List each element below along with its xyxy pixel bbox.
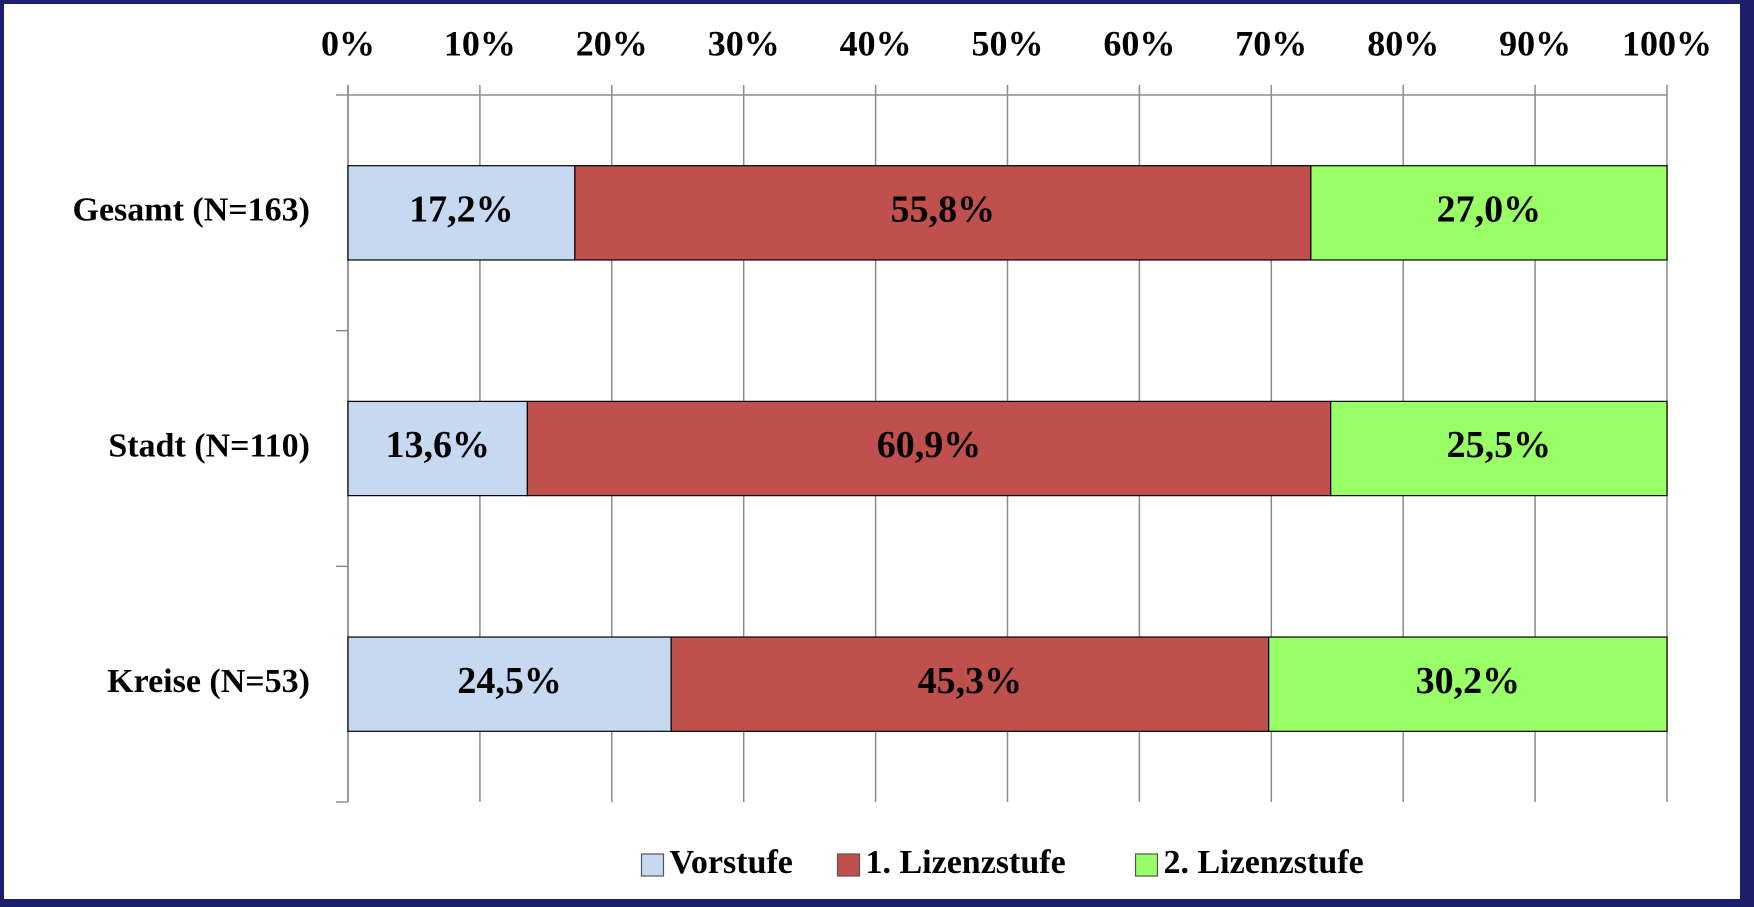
x-tick-label: 40% — [840, 23, 912, 63]
legend-swatch — [1134, 853, 1159, 877]
bar-segment — [574, 165, 1312, 261]
bar-segment — [526, 400, 1332, 497]
legend-swatch — [836, 853, 861, 877]
x-tick-label: 20% — [576, 23, 648, 63]
bar-segment — [347, 165, 576, 261]
data-label: 45,3% — [918, 660, 1023, 702]
y-tick-label: Gesamt (N=163) — [73, 192, 311, 229]
y-tick-label: Stadt (N=110) — [108, 427, 310, 464]
data-label: 17,2% — [409, 189, 514, 231]
data-label: 30,2% — [1416, 660, 1521, 702]
x-tick-label: 100% — [1622, 23, 1712, 63]
legend-label: Vorstufe — [670, 844, 793, 881]
x-tick-label: 60% — [1103, 23, 1175, 63]
data-label: 60,9% — [877, 424, 982, 466]
bar-segment — [1330, 400, 1668, 497]
y-tick-label: Kreise (N=53) — [107, 663, 310, 700]
x-tick-label: 50% — [972, 23, 1044, 63]
x-tick-label: 30% — [708, 23, 780, 63]
legend-label: 1. Lizenzstufe — [866, 844, 1066, 881]
x-tick-label: 90% — [1499, 23, 1571, 63]
x-tick-label: 0% — [321, 23, 375, 63]
bar-segment — [1310, 165, 1668, 261]
data-label: 13,6% — [385, 424, 490, 466]
x-tick-label: 70% — [1235, 23, 1307, 63]
data-label: 55,8% — [891, 189, 996, 231]
data-label: 27,0% — [1437, 189, 1542, 231]
bar-segment — [347, 636, 672, 732]
data-label: 24,5% — [457, 660, 562, 702]
data-label: 25,5% — [1447, 424, 1552, 466]
legend-label: 2. Lizenzstufe — [1164, 844, 1364, 881]
x-tick-label: 80% — [1367, 23, 1439, 63]
legend-swatch — [640, 853, 665, 877]
bar-segment — [1268, 636, 1668, 732]
bar-segment — [670, 636, 1270, 732]
x-tick-label: 10% — [444, 23, 516, 63]
